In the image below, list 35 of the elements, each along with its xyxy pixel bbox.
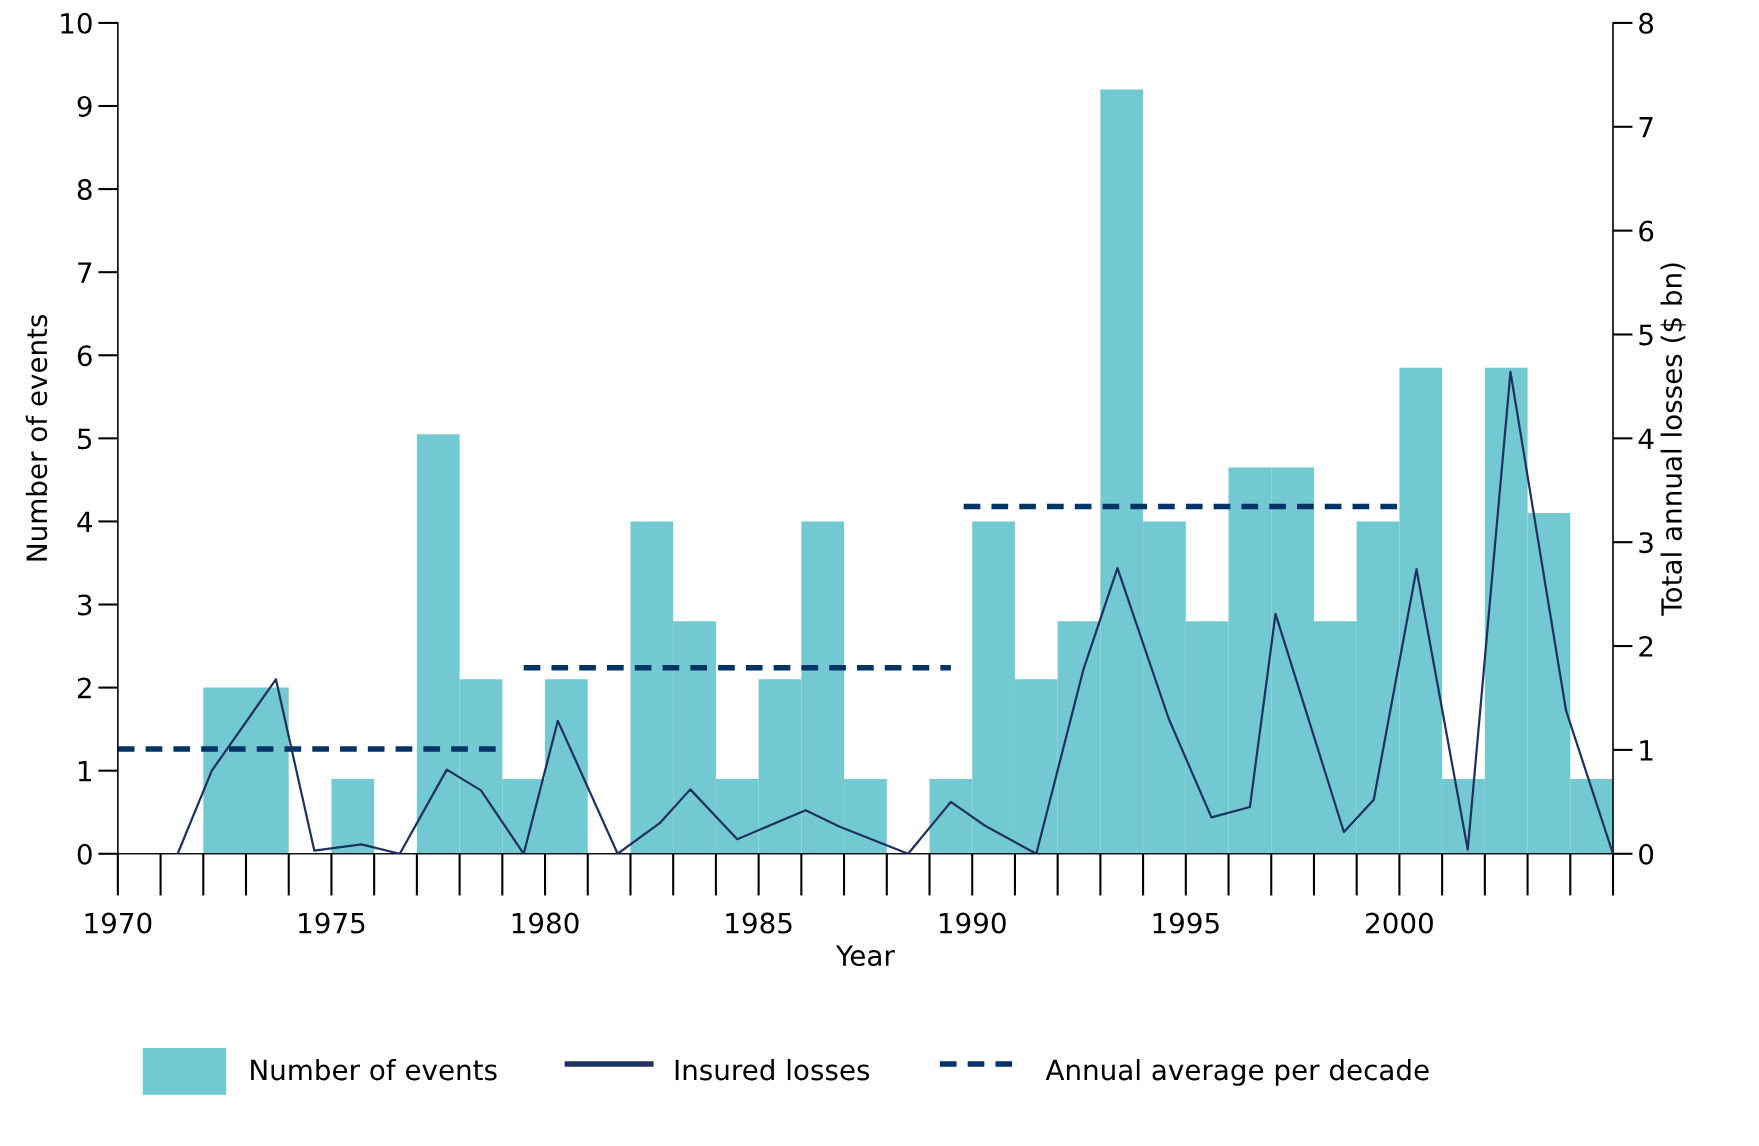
y2-tick-label: 3 [1639, 532, 1653, 554]
x-tick-label: 1975 [299, 912, 365, 934]
x-axis-title: Year [835, 945, 895, 967]
y-tick-label: 4 [77, 511, 92, 532]
x-tick-label: 2000 [1366, 912, 1433, 934]
legend-label: Insured losses [675, 1058, 870, 1081]
x-tick-label: 1990 [939, 912, 1006, 934]
x-tick-label: 1980 [512, 912, 579, 934]
y-tick-label: 2 [77, 677, 91, 699]
y-tick-label: 5 [78, 428, 92, 450]
y-tick-label: 0 [77, 843, 92, 865]
y2-tick-label: 7 [1639, 117, 1653, 138]
bar [331, 778, 375, 854]
y-tick-label: 6 [77, 345, 92, 367]
y2-tick-label: 2 [1639, 635, 1653, 657]
y-tick-label: 9 [77, 95, 92, 117]
y2-tick-label: 5 [1639, 324, 1653, 346]
y2-tick-label: 4 [1638, 428, 1654, 449]
legend-label: Number of events [251, 1058, 497, 1081]
x-tick-label: 1985 [726, 912, 792, 934]
y-tick-label: 3 [77, 594, 92, 616]
y-tick-label: 1 [78, 760, 91, 782]
y-tick-label: 8 [77, 179, 92, 201]
line-series [176, 370, 1614, 854]
y2-tick-label: 1 [1640, 740, 1653, 761]
legend-label: Annual average per decade [1045, 1058, 1429, 1086]
x-tick-label: 1970 [85, 912, 152, 934]
x-tick-label: 1995 [1153, 912, 1219, 934]
y2-axis-title: Total annual losses ($ bn) [1660, 263, 1686, 616]
y-tick-label: 10 [61, 12, 92, 34]
y-tick-label: 7 [78, 262, 92, 283]
y2-tick-label: 0 [1639, 843, 1654, 865]
y-axis-title: Number of events [25, 314, 48, 561]
y2-tick-label: 8 [1639, 12, 1654, 34]
y2-tick-label: 6 [1639, 220, 1654, 242]
